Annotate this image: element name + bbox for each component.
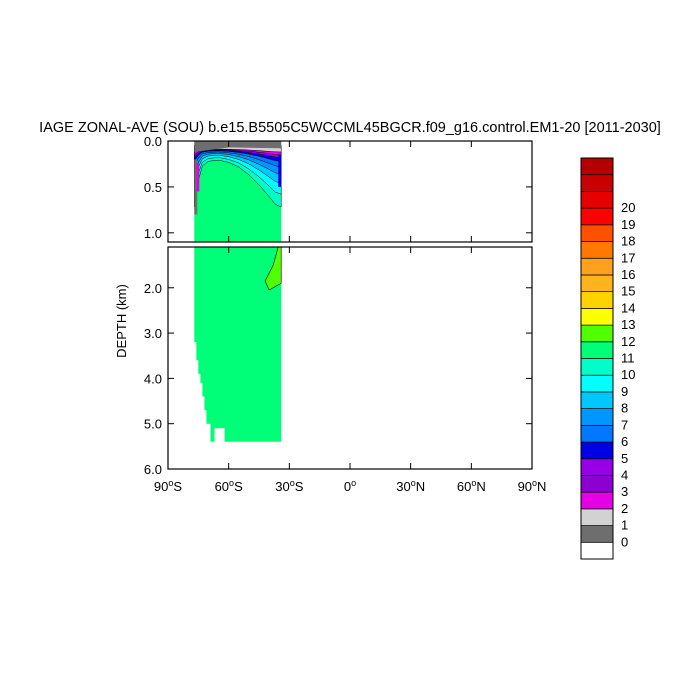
age-band-10 bbox=[194, 247, 282, 442]
x-tick-label: 30oS bbox=[275, 478, 303, 494]
y-tick-label: 0.0 bbox=[144, 134, 162, 149]
colorbar-swatch bbox=[580, 391, 614, 409]
left-edge-column bbox=[194, 159, 198, 215]
colorbar-label: 2 bbox=[621, 501, 628, 516]
y-tick-label: 5.0 bbox=[144, 417, 162, 432]
colorbar-swatch bbox=[580, 308, 614, 326]
colorbar-label: 9 bbox=[621, 384, 628, 399]
deep-field bbox=[194, 246, 282, 442]
colorbar-swatch bbox=[580, 525, 614, 543]
surface-age-band bbox=[194, 141, 282, 152]
colorbar-swatch bbox=[580, 374, 614, 393]
colorbar-label: 16 bbox=[621, 267, 635, 282]
upper-field bbox=[194, 141, 282, 242]
colorbar-swatch bbox=[580, 341, 614, 359]
colorbar-swatch bbox=[580, 424, 614, 443]
colorbar-label: 15 bbox=[621, 284, 635, 299]
colorbar-label: 12 bbox=[621, 334, 635, 349]
colorbar-label: 11 bbox=[621, 351, 635, 366]
colorbar-label: 1 bbox=[621, 518, 628, 533]
colorbar-swatch bbox=[580, 174, 614, 192]
colorbar-swatch bbox=[580, 157, 614, 176]
colorbar-swatch bbox=[580, 207, 614, 226]
colorbar-swatch bbox=[580, 291, 614, 309]
colorbar-swatch bbox=[580, 191, 614, 209]
colorbar-label: 3 bbox=[621, 484, 628, 499]
x-tick-label: 60oS bbox=[215, 478, 243, 494]
colorbar-label: 19 bbox=[621, 217, 635, 232]
colorbar-label: 7 bbox=[621, 417, 628, 432]
x-tick-label: 90oS bbox=[154, 478, 182, 494]
colorbar-swatch bbox=[580, 358, 614, 376]
colorbar-swatch bbox=[580, 441, 614, 460]
x-tick-label: 90oN bbox=[518, 478, 547, 494]
colorbar-label: 10 bbox=[621, 367, 635, 382]
y-tick-label: 0.5 bbox=[144, 180, 162, 195]
colorbar-swatch bbox=[580, 224, 614, 242]
y-tick-label: 6.0 bbox=[144, 462, 162, 477]
y-tick-label: 4.0 bbox=[144, 371, 162, 386]
colorbar-label: 8 bbox=[621, 401, 628, 416]
chart-title: IAGE ZONAL-AVE (SOU) b.e15.B5505C5WCCML4… bbox=[39, 120, 661, 136]
colorbar-frame bbox=[580, 157, 614, 560]
x-tick-label: 60oN bbox=[457, 478, 486, 494]
y-tick-label: 3.0 bbox=[144, 326, 162, 341]
colorbar-swatch bbox=[580, 491, 614, 510]
colorbar-swatch bbox=[580, 274, 614, 293]
colorbar-swatch bbox=[580, 508, 614, 526]
colorbar-label: 13 bbox=[621, 317, 635, 332]
y-axis-title: DEPTH (km) bbox=[114, 284, 129, 358]
colorbar-swatch bbox=[580, 241, 614, 259]
left-edge-column bbox=[196, 163, 200, 192]
colorbar-label: 6 bbox=[621, 434, 628, 449]
deep-ocean-panel: 2.0 3.0 4.0 5.0 6.0 bbox=[144, 246, 533, 477]
right-edge-column bbox=[278, 154, 282, 187]
colorbar-swatch bbox=[580, 257, 614, 276]
colorbar-label: 18 bbox=[621, 234, 635, 249]
y-tick-label: 2.0 bbox=[144, 281, 162, 296]
colorbar-label: 14 bbox=[621, 300, 635, 315]
upper-ocean-panel: 0.0 0.5 1.0 bbox=[144, 134, 533, 243]
x-tick-label: 0o bbox=[344, 478, 356, 494]
colorbar-swatch bbox=[580, 475, 614, 493]
x-axis-ticks: 90oS 60oS 30oS 0o 30oN 60oN 90oN bbox=[154, 141, 547, 494]
colorbar-label: 17 bbox=[621, 250, 635, 265]
colorbar-label: 4 bbox=[621, 467, 628, 482]
colorbar-label: 5 bbox=[621, 451, 628, 466]
colorbar-label: 20 bbox=[621, 200, 635, 215]
colorbar-label: 0 bbox=[621, 534, 628, 549]
colorbar-swatch bbox=[580, 408, 614, 426]
colorbar-swatch bbox=[580, 541, 614, 560]
y-tick-label: 1.0 bbox=[144, 226, 162, 241]
colorbar-swatch bbox=[580, 458, 614, 476]
colorbar-swatch bbox=[580, 324, 614, 343]
x-tick-label: 30oN bbox=[396, 478, 425, 494]
